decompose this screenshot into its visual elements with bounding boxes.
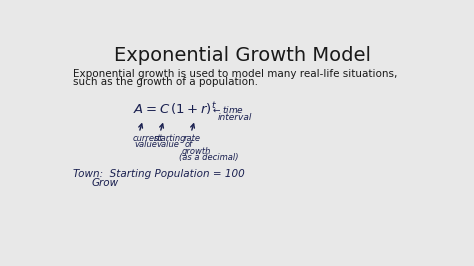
Text: current: current xyxy=(133,134,164,143)
Text: starting: starting xyxy=(154,134,186,143)
Text: value: value xyxy=(156,140,179,149)
Text: such as the growth of a population.: such as the growth of a population. xyxy=(73,77,258,87)
Text: value: value xyxy=(135,140,157,149)
Text: Town:  Starting Population = 100: Town: Starting Population = 100 xyxy=(73,169,245,179)
Text: of: of xyxy=(185,140,193,149)
Text: rate: rate xyxy=(183,134,200,143)
Text: $\leftarrow$time: $\leftarrow$time xyxy=(211,104,244,115)
Text: $A = C\,(1+r)^t$: $A = C\,(1+r)^t$ xyxy=(133,101,217,117)
Text: Grow: Grow xyxy=(92,178,119,188)
Text: (as a decimal): (as a decimal) xyxy=(179,153,239,162)
Text: interval: interval xyxy=(218,113,252,122)
Text: Exponential Growth Model: Exponential Growth Model xyxy=(114,46,372,65)
Text: Exponential growth is used to model many real-life situations,: Exponential growth is used to model many… xyxy=(73,69,398,79)
Text: growth: growth xyxy=(182,147,211,156)
